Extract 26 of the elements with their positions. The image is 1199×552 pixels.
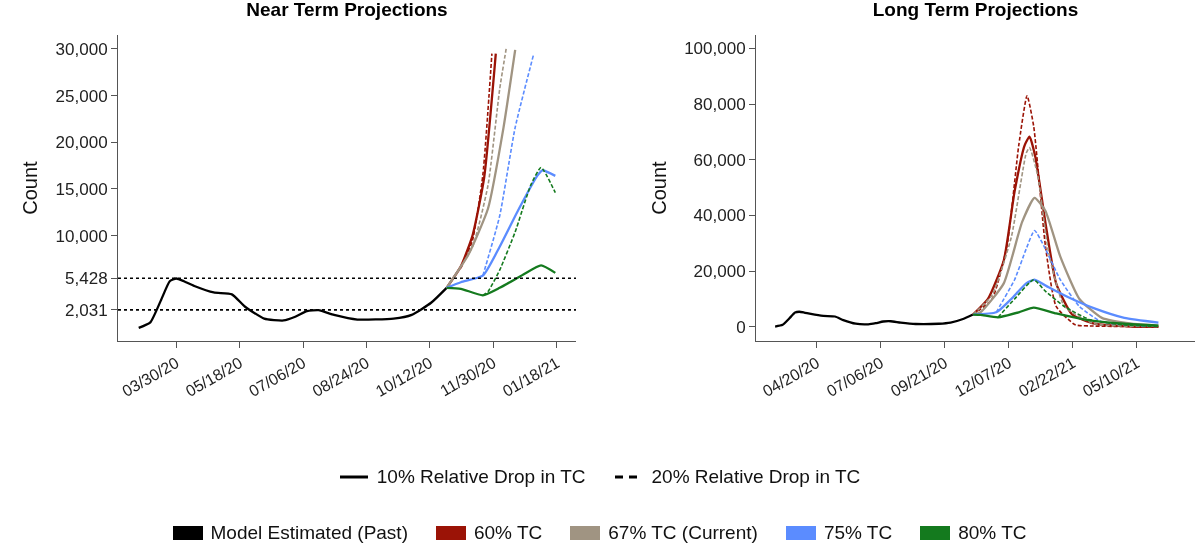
text: 10% Relative Drop in TC (376, 466, 586, 488)
y-tick-label: 5,428 (65, 269, 108, 289)
y-tick-label: 10,000 (55, 226, 108, 246)
legend-label: 75% TC (823, 522, 893, 544)
legend-label: 67% TC (Current) (608, 522, 758, 544)
legend-label: 80% TC (958, 522, 1027, 544)
y-tick-label: 60,000 (693, 150, 746, 170)
y-axis-title: Count (19, 160, 42, 215)
legend-label: 60% TC (473, 522, 543, 544)
y-tick-label: 80,000 (693, 95, 746, 114)
y-tick-label: 100,000 (684, 39, 746, 59)
line-series (773, 310, 975, 328)
y-tick-label: 25,000 (55, 86, 108, 106)
y-tick-label: 20,000 (693, 262, 746, 282)
chart-title: Long Term Projections (872, 0, 1079, 20)
chart-title: Near Term Projections (246, 0, 448, 20)
text: 20% Relative Drop in TC (651, 466, 861, 488)
line-series (460, 52, 493, 270)
y-tick-label: 40,000 (693, 206, 746, 226)
legend-label: Model Estimated (Past) (210, 522, 408, 544)
y-tick-label: 0 (736, 317, 746, 337)
y-tick-label: 20,000 (55, 133, 108, 153)
y-tick-label: 30,000 (55, 39, 108, 59)
y-tick-label: 2,031 (65, 300, 108, 320)
y-axis-title: Count (647, 160, 670, 215)
y-tick-label: 15,000 (55, 179, 108, 199)
